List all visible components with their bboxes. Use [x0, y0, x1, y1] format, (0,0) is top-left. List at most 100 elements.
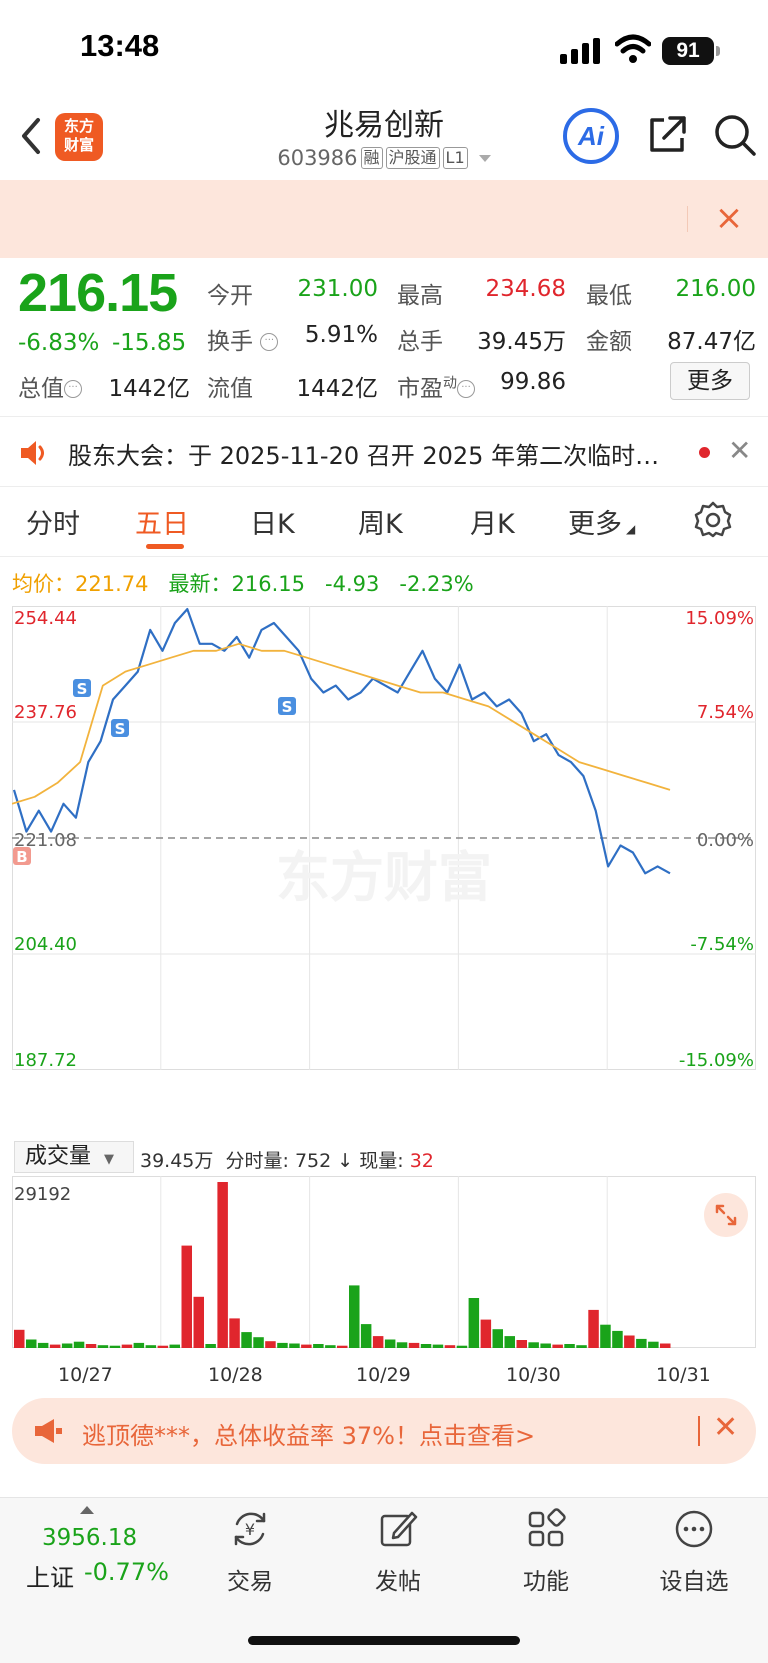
amount-label: 金额: [586, 329, 632, 355]
caret-up-icon[interactable]: [80, 1506, 94, 1514]
volume-bar: [384, 1339, 396, 1348]
announcement-text[interactable]: 股东大会：于 2025-11-20 召开 2025 年第二次临时股东大会: [68, 442, 678, 470]
divider: [0, 416, 768, 417]
volume-bar: [528, 1342, 539, 1348]
volume-info: 39.45万 分时量: 752 ↓ 现量: 32: [140, 1150, 434, 1172]
sell-marker[interactable]: S: [278, 697, 296, 716]
volume-bar: [181, 1245, 192, 1348]
volume-bar: [85, 1344, 97, 1348]
volume-bar: [313, 1344, 324, 1348]
index-value[interactable]: 3956.18: [42, 1525, 138, 1551]
tab-daily-k[interactable]: 日K: [250, 509, 295, 540]
y-tick-left: 237.76: [14, 702, 77, 723]
average-line: [12, 642, 671, 805]
tab-five-day[interactable]: 五日: [135, 509, 189, 540]
top-banner: [0, 180, 768, 258]
current-price: 216.15: [18, 263, 178, 323]
functions-button[interactable]: 功能: [491, 1508, 601, 1596]
volume-bar: [648, 1341, 659, 1348]
turnover-value: 5.91%: [304, 322, 378, 348]
y-tick-right: 0.00%: [697, 830, 754, 851]
svg-text:S: S: [115, 720, 126, 738]
volume-bar: [241, 1332, 252, 1348]
y-tick-right: -15.09%: [679, 1050, 754, 1071]
index-change[interactable]: -0.77%: [84, 1558, 169, 1586]
tab-intraday[interactable]: 分时: [26, 509, 80, 540]
volume-bar: [325, 1345, 336, 1348]
volume-bar: [408, 1342, 420, 1348]
volume-bar: [109, 1345, 121, 1348]
announcement-close-icon[interactable]: ✕: [728, 434, 752, 467]
banner-divider: [687, 206, 688, 232]
volume-bar: [14, 1329, 25, 1348]
volume-bar: [360, 1324, 372, 1348]
volume-bar: [576, 1345, 587, 1348]
volume-bar: [552, 1344, 563, 1348]
tab-weekly-k[interactable]: 周K: [358, 509, 403, 540]
low-label: 最低: [586, 283, 632, 309]
amount-value: 87.47亿: [667, 329, 756, 355]
edit-icon: [380, 1511, 418, 1547]
volume-bar: [456, 1345, 468, 1348]
indicator-select[interactable]: 成交量 ▼: [14, 1141, 134, 1173]
volume-bar: [492, 1329, 503, 1348]
svg-text:S: S: [282, 698, 293, 716]
chevron-down-icon[interactable]: [478, 154, 491, 162]
turnover-label[interactable]: 换手 ···: [207, 322, 279, 356]
index-name[interactable]: 上证: [26, 1564, 74, 1592]
gear-icon[interactable]: [694, 500, 732, 538]
sell-marker[interactable]: S: [111, 719, 129, 738]
volume-bar: [516, 1340, 527, 1348]
wifi-icon: [615, 34, 651, 63]
sell-marker[interactable]: S: [73, 679, 91, 698]
banner-close-icon[interactable]: ×: [714, 198, 744, 238]
mktcap-label[interactable]: 总值 ···: [18, 369, 82, 403]
promo-divider: [698, 1416, 700, 1446]
ai-button[interactable]: Ai: [563, 108, 619, 164]
open-label: 今开: [207, 283, 253, 309]
tab-monthly-k[interactable]: 月K: [470, 509, 515, 540]
signal-icon: [560, 38, 600, 64]
volume-bar: [564, 1344, 575, 1348]
volume-bar: [588, 1309, 599, 1348]
expand-icon[interactable]: [704, 1193, 748, 1237]
volume-bar: [217, 1182, 228, 1348]
volume-bar: [97, 1345, 109, 1348]
divider: [0, 486, 768, 487]
more-button[interactable]: 更多: [670, 362, 750, 400]
megaphone-icon: [35, 1419, 62, 1443]
tab-more[interactable]: 更多 ◢: [568, 509, 636, 540]
volume-bar: [61, 1343, 73, 1348]
buy-marker[interactable]: B: [13, 847, 31, 866]
back-icon[interactable]: [14, 112, 50, 160]
volume-bar: [26, 1339, 37, 1348]
tag-margin: 融: [360, 147, 383, 169]
volume-bar: [349, 1285, 360, 1348]
volume-bar: [157, 1345, 169, 1348]
promo-banner[interactable]: [12, 1398, 756, 1464]
trade-button[interactable]: ¥ 交易: [195, 1508, 305, 1596]
chart-summary: 均价：221.74 最新：216.15 -4.93 -2.23%: [12, 572, 474, 596]
info-icon: ···: [260, 333, 279, 351]
add-watchlist-button[interactable]: 设自选: [639, 1508, 749, 1596]
volume-bar: [396, 1342, 408, 1348]
info-icon: ···: [457, 380, 475, 398]
post-button[interactable]: 发帖: [343, 1508, 453, 1596]
share-icon[interactable]: [646, 114, 688, 156]
promo-close-icon[interactable]: ✕: [713, 1410, 739, 1445]
pe-label[interactable]: 市盈动 ···: [397, 369, 475, 403]
volume-bar: [480, 1319, 492, 1348]
y-tick-left: 221.08: [14, 830, 77, 851]
search-icon[interactable]: [712, 112, 758, 158]
promo-text[interactable]: 逃顶德***，总体收益率 37%！点击查看>: [82, 1422, 536, 1450]
watermark: 东方财富: [276, 848, 492, 908]
stock-code-row[interactable]: 603986 融 沪股通 L1: [250, 146, 518, 170]
price-chart[interactable]: 东方财富 B S S S 254.44 237.76 221.08 204.40 187.72…: [12, 606, 756, 1136]
volume-value: 39.45万: [477, 329, 566, 355]
volume-bar: [49, 1344, 61, 1348]
y-tick-right: 15.09%: [685, 608, 754, 629]
volume-bar: [432, 1344, 444, 1348]
volume-bar: [337, 1345, 348, 1348]
svg-text:B: B: [16, 848, 27, 866]
